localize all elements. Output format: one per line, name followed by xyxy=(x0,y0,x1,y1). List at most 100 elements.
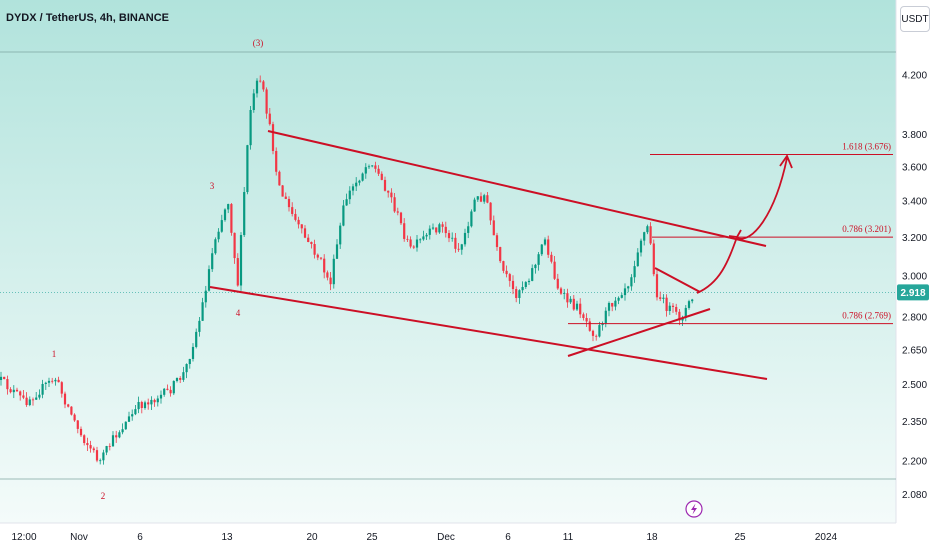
candle-body xyxy=(688,301,690,308)
fib-level-label: 1.618 (3.676) xyxy=(842,142,891,152)
candle-body xyxy=(451,238,453,239)
candle-body xyxy=(429,229,431,235)
candle-body xyxy=(323,259,325,273)
candle-body xyxy=(131,414,133,416)
candle-body xyxy=(67,404,69,406)
candle-body xyxy=(144,402,146,408)
candle-body xyxy=(646,226,648,232)
candle-body xyxy=(45,383,47,384)
candle-body xyxy=(493,220,495,235)
candle-body xyxy=(534,265,536,268)
candle-body xyxy=(518,290,520,298)
candle-body xyxy=(438,224,440,232)
candle-body xyxy=(48,381,50,383)
candle-body xyxy=(397,211,399,212)
candle-body xyxy=(272,124,274,151)
candle-body xyxy=(125,422,127,429)
candle-body xyxy=(563,293,565,294)
candle-body xyxy=(294,214,296,220)
y-tick-label: 3.600 xyxy=(902,163,927,174)
x-tick-label: 2024 xyxy=(815,532,838,543)
candle-body xyxy=(218,232,220,240)
candle-body xyxy=(250,110,252,145)
candle-body xyxy=(419,239,421,240)
wave-label: 4 xyxy=(236,308,241,318)
wave-label: 1 xyxy=(52,349,57,359)
candle-body xyxy=(538,254,540,265)
candle-body xyxy=(656,274,658,297)
candle-body xyxy=(592,331,594,336)
candle-body xyxy=(611,303,613,307)
candle-body xyxy=(675,307,677,312)
candle-body xyxy=(486,195,488,202)
candle-body xyxy=(650,226,652,243)
candle-body xyxy=(691,300,693,302)
candle-body xyxy=(566,293,568,302)
candle-body xyxy=(608,303,610,311)
candle-body xyxy=(512,281,514,289)
candle-body xyxy=(522,287,524,290)
candle-body xyxy=(163,389,165,395)
candle-body xyxy=(138,402,140,409)
currency-button[interactable]: USDT xyxy=(900,6,930,32)
candle-body xyxy=(333,259,335,284)
candle-body xyxy=(410,239,412,246)
candle-body xyxy=(182,372,184,380)
candle-body xyxy=(317,255,319,258)
candle-body xyxy=(10,389,12,392)
wave-label: 2 xyxy=(101,491,106,501)
candle-body xyxy=(528,281,530,282)
candle-body xyxy=(368,166,370,167)
chart-background xyxy=(0,0,896,523)
candle-body xyxy=(179,378,181,380)
candle-body xyxy=(573,299,575,310)
candle-body xyxy=(134,409,136,414)
candle-body xyxy=(99,460,101,461)
candle-body xyxy=(669,306,671,311)
candle-body xyxy=(365,167,367,173)
fib-level-label: 0.786 (3.201) xyxy=(842,224,891,234)
candle-body xyxy=(448,233,450,238)
candle-body xyxy=(77,420,79,428)
candle-body xyxy=(160,395,162,399)
lightning-icon[interactable] xyxy=(686,501,702,517)
candle-body xyxy=(330,278,332,285)
candle-body xyxy=(106,446,108,452)
candle-body xyxy=(301,224,303,228)
candle-body xyxy=(614,301,616,307)
candle-body xyxy=(550,255,552,262)
candle-body xyxy=(90,445,92,448)
candle-body xyxy=(454,238,456,249)
candle-body xyxy=(266,89,268,113)
x-tick-label: 25 xyxy=(366,532,378,543)
candle-body xyxy=(282,185,284,196)
candle-body xyxy=(288,199,290,207)
candle-body xyxy=(186,364,188,372)
candle-body xyxy=(362,174,364,181)
candle-body xyxy=(586,318,588,321)
candle-body xyxy=(496,235,498,247)
x-tick-label: 6 xyxy=(505,532,511,543)
candle-body xyxy=(355,183,357,187)
candle-body xyxy=(618,298,620,301)
candle-body xyxy=(227,204,229,209)
candle-body xyxy=(477,196,479,199)
candle-body xyxy=(499,247,501,261)
candle-body xyxy=(307,238,309,242)
candle-body xyxy=(173,381,175,393)
candle-body xyxy=(80,429,82,435)
symbol-title: DYDX / TetherUS, 4h, BINANCE xyxy=(6,12,169,24)
candle-body xyxy=(310,242,312,244)
candle-body xyxy=(19,391,21,395)
candle-body xyxy=(150,400,152,404)
candle-body xyxy=(278,172,280,186)
candle-body xyxy=(32,399,34,400)
candle-body xyxy=(16,390,18,392)
candle-body xyxy=(285,197,287,199)
candle-body xyxy=(509,274,511,281)
candle-body xyxy=(198,321,200,332)
candle-body xyxy=(627,286,629,288)
candle-body xyxy=(112,435,114,446)
